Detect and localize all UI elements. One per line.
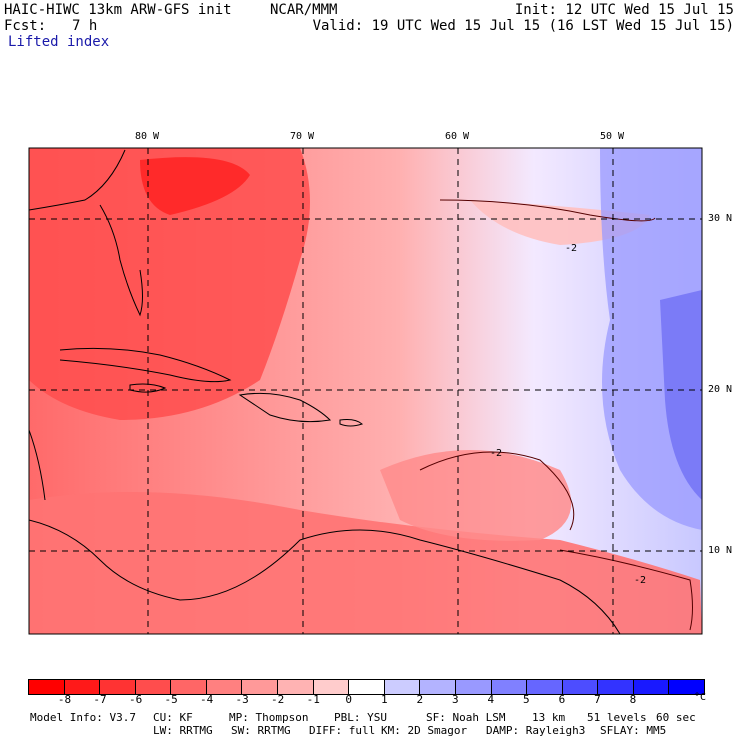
- colorbar-swatch: [420, 680, 456, 694]
- model-info: Model Info: V3.7: [30, 711, 136, 724]
- colorbar-swatch: [278, 680, 314, 694]
- longitude-label: 80 W: [135, 131, 160, 142]
- colorbar-tick-label: 4: [487, 693, 495, 706]
- atlantic-unstable-lobe: [380, 450, 572, 541]
- latitude-label: 10 N: [708, 545, 733, 556]
- colorbar-swatch: [562, 680, 599, 694]
- latitude-label: 30 N: [708, 213, 733, 224]
- cuba-coast: [59, 347, 232, 383]
- yucatan-coast: [29, 429, 46, 501]
- puerto-rico-coast: [339, 419, 363, 427]
- forecast-label: Fcst:: [4, 18, 47, 34]
- field-name: Lifted index: [8, 34, 110, 50]
- colorbar-swatch: [29, 680, 65, 694]
- colorbar-swatch: [242, 680, 279, 694]
- colorbar-tick-label: -4: [200, 693, 214, 706]
- contour-line: [559, 549, 693, 631]
- init-time: Init: 12 UTC Wed 15 Jul 15: [514, 2, 734, 18]
- colorbar-swatch: [527, 680, 563, 694]
- us-coast: [29, 149, 126, 211]
- coastlines: [29, 149, 621, 634]
- graticule: [29, 148, 702, 634]
- km-option: KM: 2D Smagor: [381, 724, 468, 737]
- colorbar-tick-label: 2: [416, 693, 424, 706]
- colorbar-tick-label: 0: [345, 693, 353, 706]
- colorbar-tick-label: -8: [57, 693, 72, 706]
- colorbar-swatch: [669, 680, 704, 694]
- colorbar-tick-label: -3: [235, 693, 249, 706]
- map-frame: [28, 147, 703, 635]
- colorbar-swatch: [135, 680, 172, 694]
- colorbar-tick-label: 6: [558, 693, 566, 706]
- colorbar-tick-label: 8: [629, 693, 637, 706]
- longwave-scheme: LW: RRTMG: [153, 724, 213, 737]
- diffusion-option: DIFF: full: [309, 724, 376, 737]
- peak-instability-area: [140, 157, 250, 215]
- longitude-label: 50 W: [600, 131, 625, 142]
- colorbar: [29, 680, 704, 694]
- south-america-coast: [29, 519, 621, 634]
- strong-instability-area: [29, 148, 310, 420]
- colorbar-tick-label: -6: [128, 693, 143, 706]
- model-title: HAIC-HIWC 13km ARW-GFS init: [4, 2, 232, 18]
- valid-time: Valid: 19 UTC Wed 15 Jul 15 (16 LST Wed …: [312, 18, 734, 34]
- shortwave-scheme: SW: RRTMG: [231, 724, 291, 737]
- forecast-hour: 7 h: [72, 18, 98, 34]
- colorbar-swatch: [598, 680, 634, 694]
- colorbar-swatch: [384, 680, 421, 694]
- contour-label: -2: [490, 448, 502, 459]
- colorbar-swatch: [455, 680, 492, 694]
- contour-label: -2: [634, 575, 646, 586]
- pbl-scheme: PBL: YSU: [334, 711, 387, 724]
- colorbar-swatch: [633, 680, 670, 694]
- contour-label: -2: [565, 243, 577, 254]
- colorbar-tick-label: -2: [271, 693, 285, 706]
- longitude-label: 70 W: [290, 131, 315, 142]
- surface-scheme: SF: Noah LSM: [426, 711, 506, 724]
- cumulus-scheme: CU: KF: [153, 711, 193, 724]
- colorbar-tick-label: 5: [523, 693, 530, 706]
- latitude-label: 20 N: [708, 384, 733, 395]
- colorbar-tick-label: 7: [594, 693, 601, 706]
- colorbar-tick-label: -1: [306, 693, 320, 706]
- colorbar-swatch: [491, 680, 528, 694]
- colorbar-unit: °C: [694, 692, 707, 703]
- vertical-levels: 51 levels: [587, 711, 647, 724]
- colorbar-swatch: [206, 680, 243, 694]
- colorbar-tick-label: -5: [164, 693, 178, 706]
- colorbar-swatch: [313, 680, 350, 694]
- florida-coast: [99, 204, 143, 317]
- colorbar-swatch: [64, 680, 101, 694]
- strong-stable-area: [660, 290, 702, 500]
- map-field: -2 -2 -2: [29, 148, 702, 634]
- microphysics-scheme: MP: Thompson: [229, 711, 309, 724]
- colorbar-frame: [28, 679, 705, 695]
- surface-layer-option: SFLAY: MM5: [600, 724, 667, 737]
- org-label: NCAR/MMM: [270, 2, 338, 18]
- contours: [419, 199, 693, 631]
- damping-option: DAMP: Rayleigh3: [486, 724, 586, 737]
- colorbar-swatch: [100, 680, 136, 694]
- colorbar-swatch: [171, 680, 207, 694]
- colorbar-tick-label: 3: [452, 693, 459, 706]
- jamaica-coast: [129, 383, 167, 393]
- colorbar-tick-label: 1: [380, 693, 388, 706]
- timestep: 60 sec: [656, 711, 696, 724]
- colorbar-tick-label: -7: [93, 693, 107, 706]
- longitude-label: 60 W: [445, 131, 470, 142]
- grid-spacing: 13 km: [532, 711, 566, 724]
- hispaniola-coast: [238, 392, 332, 423]
- contour-line: [419, 451, 575, 531]
- contour-line: [439, 199, 656, 222]
- colorbar-swatch: [349, 680, 385, 694]
